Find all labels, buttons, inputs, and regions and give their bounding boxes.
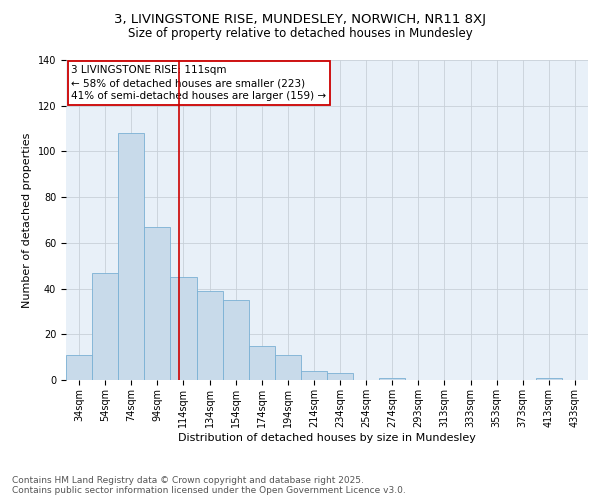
Bar: [379, 378, 406, 380]
Bar: [223, 300, 249, 380]
Bar: [249, 346, 275, 380]
Bar: [536, 378, 562, 380]
Bar: [118, 133, 145, 380]
Y-axis label: Number of detached properties: Number of detached properties: [22, 132, 32, 308]
Bar: [66, 355, 92, 380]
Bar: [301, 371, 327, 380]
Text: Size of property relative to detached houses in Mundesley: Size of property relative to detached ho…: [128, 28, 472, 40]
X-axis label: Distribution of detached houses by size in Mundesley: Distribution of detached houses by size …: [178, 432, 476, 442]
Bar: [327, 373, 353, 380]
Bar: [145, 227, 170, 380]
Bar: [92, 272, 118, 380]
Text: 3, LIVINGSTONE RISE, MUNDESLEY, NORWICH, NR11 8XJ: 3, LIVINGSTONE RISE, MUNDESLEY, NORWICH,…: [114, 12, 486, 26]
Bar: [197, 291, 223, 380]
Bar: [170, 277, 197, 380]
Text: Contains HM Land Registry data © Crown copyright and database right 2025.
Contai: Contains HM Land Registry data © Crown c…: [12, 476, 406, 495]
Bar: [275, 355, 301, 380]
Text: 3 LIVINGSTONE RISE: 111sqm
← 58% of detached houses are smaller (223)
41% of sem: 3 LIVINGSTONE RISE: 111sqm ← 58% of deta…: [71, 65, 326, 101]
